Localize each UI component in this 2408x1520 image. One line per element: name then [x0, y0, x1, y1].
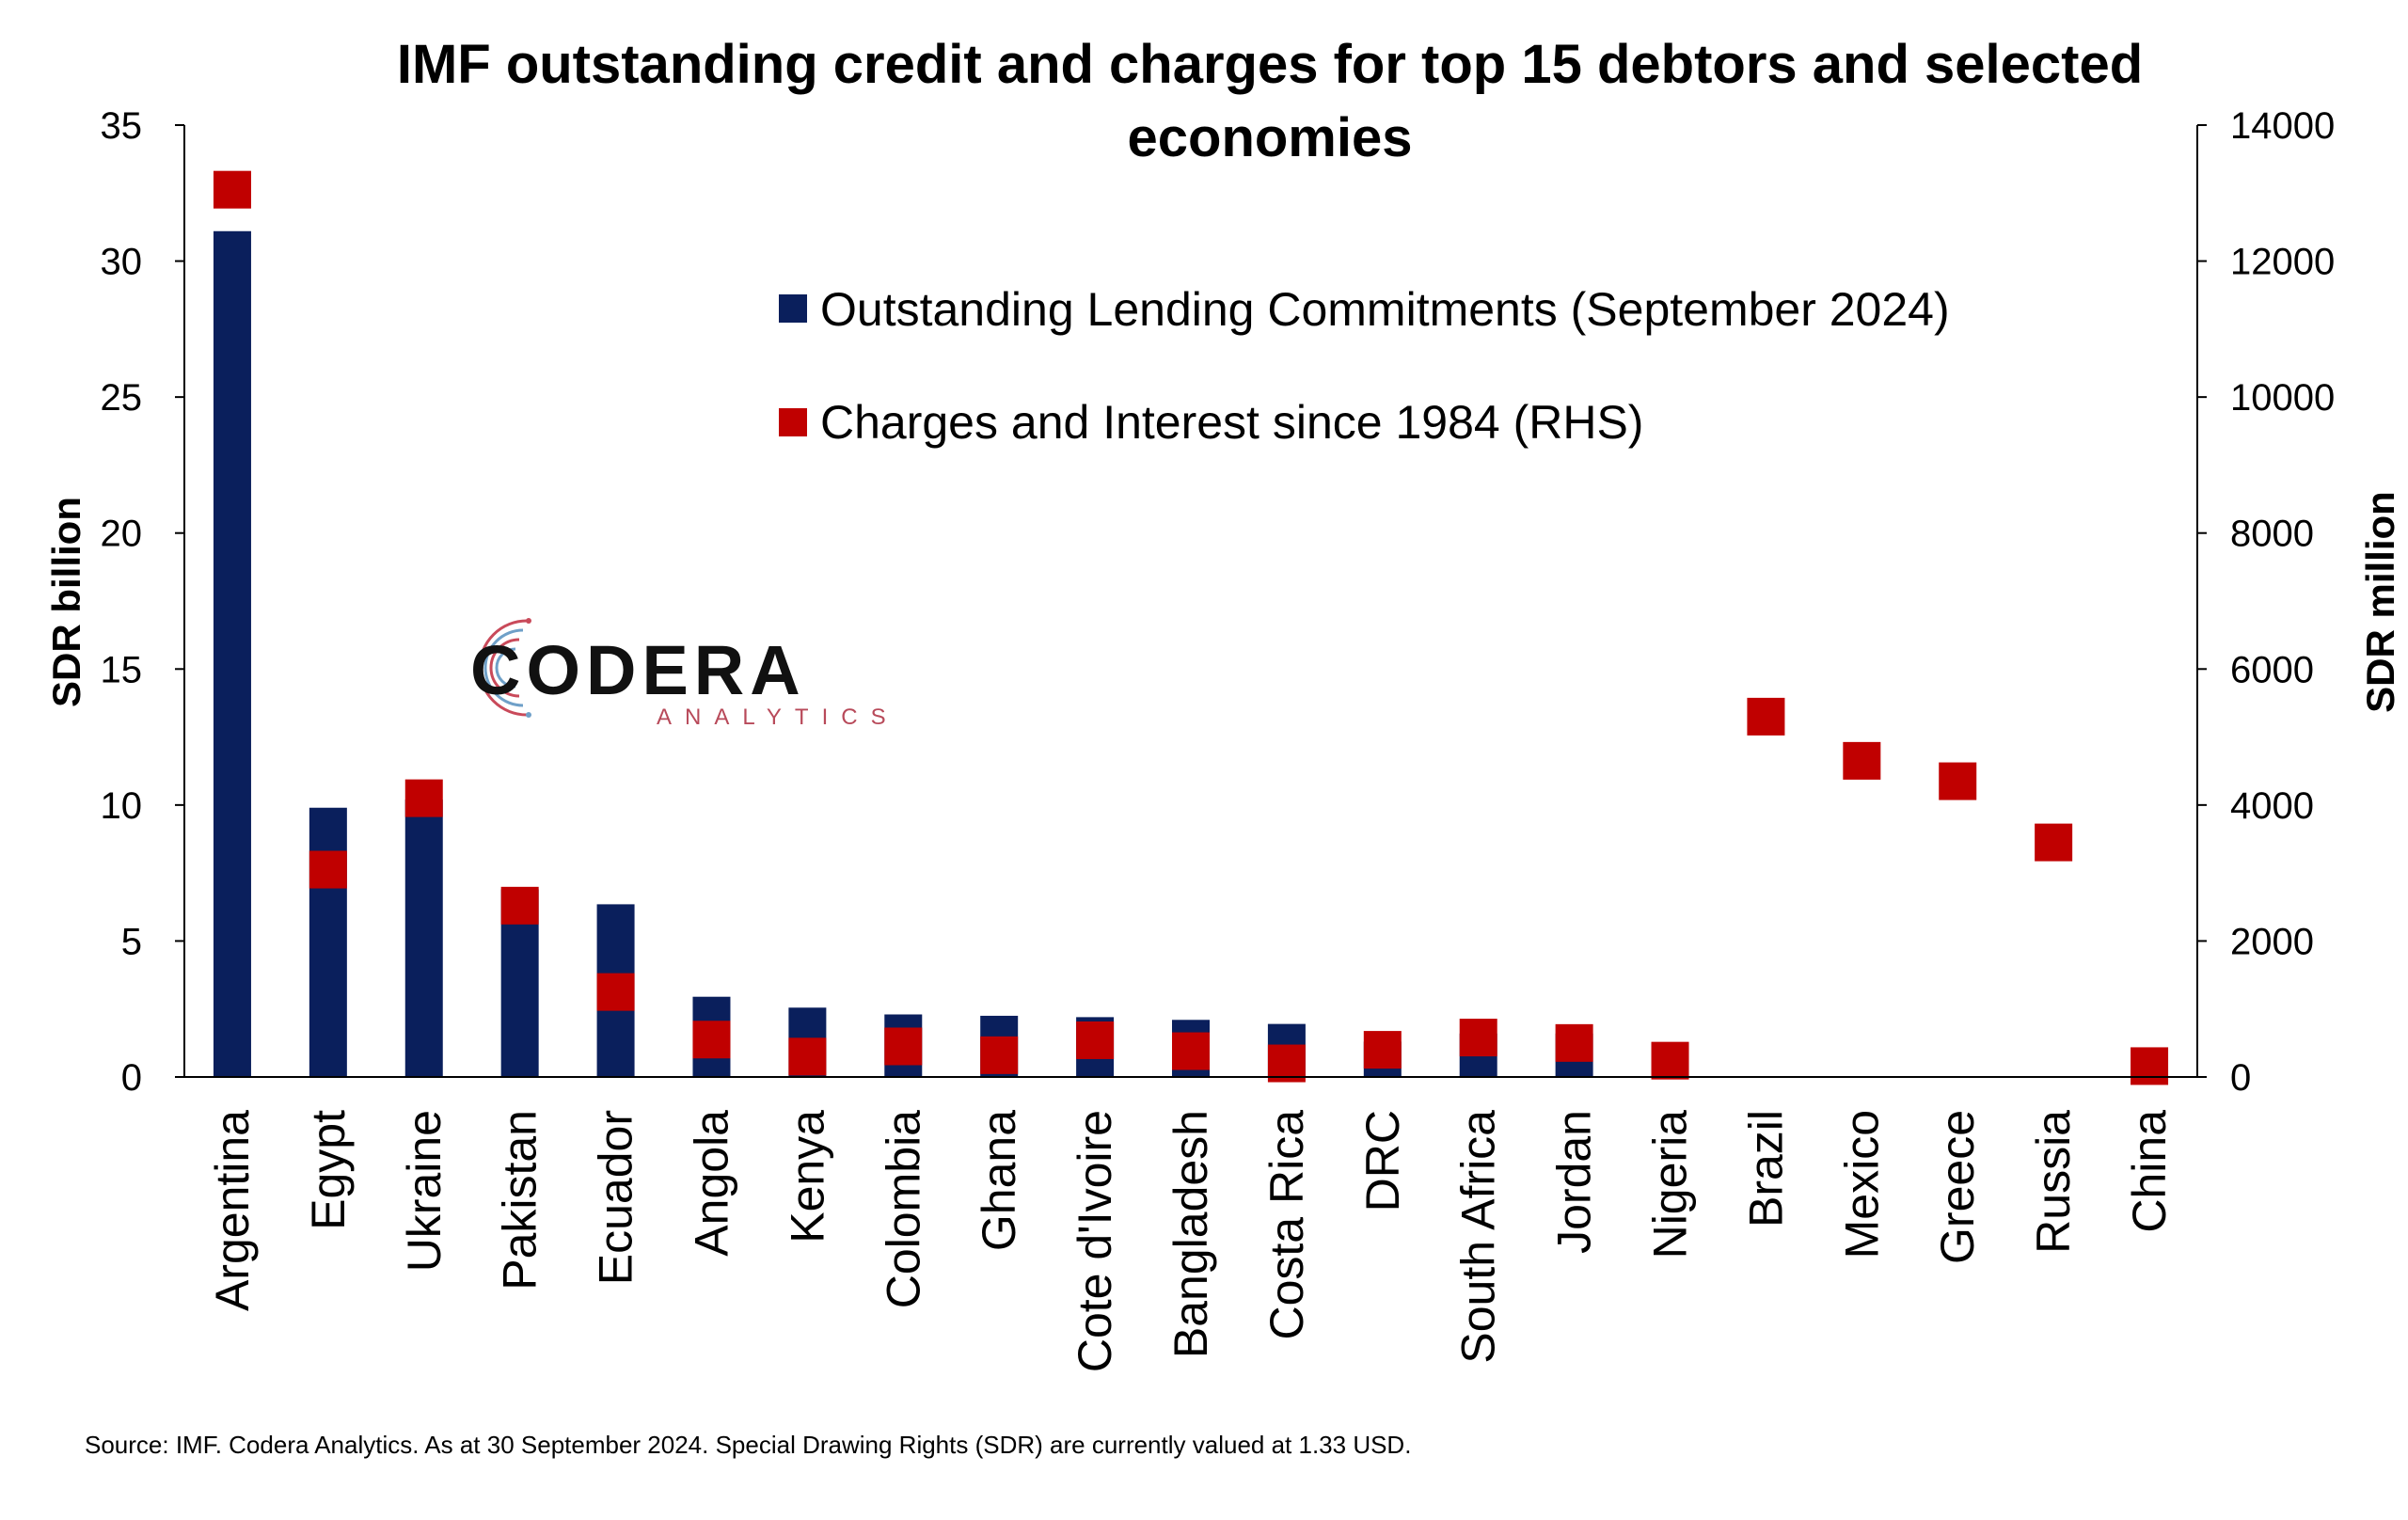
marker-charges [884, 1027, 923, 1066]
x-tick-label: Kenya [781, 1110, 833, 1243]
legend-swatch-lending [779, 294, 807, 323]
marker-charges [1172, 1032, 1210, 1070]
x-tick-label: Nigeria [1644, 1110, 1697, 1259]
x-tick-label: Jordan [1548, 1110, 1601, 1254]
x-tick-label: Brazil [1739, 1110, 1792, 1227]
y2-tick-label: 12000 [2230, 242, 2335, 283]
legend-label-lending: Outstanding Lending Commitments (Septemb… [820, 283, 1950, 336]
marker-charges [309, 850, 347, 889]
x-tick-label: Egypt [302, 1110, 355, 1230]
y2-tick-label: 2000 [2230, 921, 2314, 962]
x-tick-label: Pakistan [494, 1110, 547, 1290]
marker-charges [213, 170, 251, 209]
y2-tick-label: 6000 [2230, 649, 2314, 690]
x-tick-label: China [2123, 1110, 2176, 1233]
x-tick-label: Ecuador [590, 1110, 642, 1285]
marker-charges [2035, 823, 2073, 862]
marker-charges [404, 779, 443, 817]
y2-tick-label: 0 [2230, 1057, 2251, 1099]
marker-charges [1459, 1019, 1497, 1057]
axes: 0 5 10 15 20 25 30 35 0 2000 4000 6000 8000 10000 1200… [101, 105, 2336, 1372]
marker-charges [1939, 762, 1977, 800]
codera-logo-subtitle: ANALYTICS [657, 705, 899, 730]
y-axis-title: SDR billion [44, 497, 88, 707]
y2-tick-label: 10000 [2230, 377, 2335, 419]
y-tick-label: 30 [101, 242, 143, 283]
x-tick-label: Colombia [877, 1110, 929, 1308]
y2-axis-title: SDR million [2358, 491, 2402, 713]
legend-label-charges: Charges and Interest since 1984 (RHS) [820, 396, 1643, 449]
marker-charges [1363, 1031, 1402, 1069]
x-tick-label: DRC [1356, 1110, 1409, 1211]
y-tick-label: 25 [101, 377, 143, 419]
marker-charges [1555, 1023, 1593, 1062]
y-tick-label: 20 [101, 514, 143, 555]
marker-charges [1747, 697, 1785, 736]
y-tick-label: 10 [101, 785, 143, 827]
x-tick-label: Argentina [206, 1110, 259, 1311]
y-tick-label: 0 [121, 1057, 142, 1099]
x-tick-label: Greece [1931, 1110, 1984, 1264]
y2-tick-label: 8000 [2230, 514, 2314, 555]
x-tick-label: Mexico [1835, 1110, 1888, 1259]
chart-title-line-2: economies [1128, 107, 1413, 168]
codera-logo-mark [478, 618, 531, 718]
codera-logo-wordmark: CODERA [470, 631, 806, 709]
x-tick-label: Costa Rica [1260, 1110, 1313, 1340]
source-note: Source: IMF. Codera Analytics. As at 30 … [85, 1431, 1411, 1459]
bar-lending [213, 230, 251, 1077]
legend-swatch-charges [779, 408, 807, 436]
plot-area [213, 170, 2169, 1085]
x-tick-label: Bangladesh [1164, 1110, 1217, 1358]
x-tick-label: Angola [685, 1110, 737, 1257]
bar-lending [404, 800, 443, 1077]
marker-charges [980, 1036, 1019, 1074]
marker-charges [692, 1021, 731, 1059]
x-tick-label: Ghana [973, 1110, 1025, 1251]
y2-tick-label: 4000 [2230, 785, 2314, 827]
codera-logo: CODERA ANALYTICS [470, 618, 899, 730]
y2-tick-label: 14000 [2230, 105, 2335, 147]
marker-charges [596, 973, 635, 1011]
x-tick-label: Ukraine [398, 1110, 451, 1272]
y-tick-label: 35 [101, 105, 143, 147]
y-tick-label: 5 [121, 921, 142, 962]
legend: Outstanding Lending Commitments (Septemb… [779, 283, 1950, 449]
x-tick-label: Russia [2027, 1110, 2080, 1254]
y-tick-label: 15 [101, 649, 143, 690]
marker-charges [2131, 1047, 2169, 1085]
chart-title-line-1: IMF outstanding credit and charges for t… [397, 34, 2143, 95]
x-tick-label: South Africa [1452, 1110, 1505, 1364]
marker-charges [1843, 741, 1881, 780]
x-tick-label: Cote d'Ivoire [1069, 1110, 1121, 1372]
marker-charges [1267, 1044, 1306, 1083]
marker-charges [1651, 1041, 1689, 1080]
bar-lending [309, 807, 347, 1077]
marker-charges [1076, 1021, 1115, 1059]
marker-charges [788, 1037, 827, 1076]
chart-title: IMF outstanding credit and charges for t… [397, 34, 2143, 168]
marker-charges [500, 886, 539, 925]
